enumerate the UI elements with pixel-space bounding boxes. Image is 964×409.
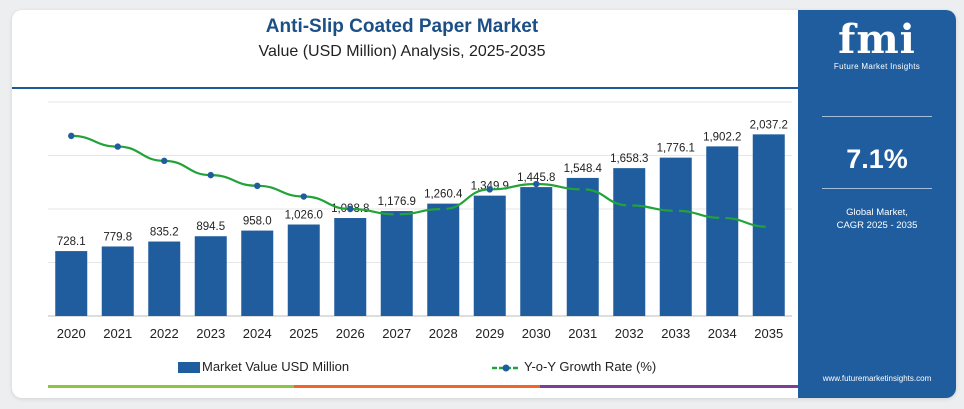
chart-subtitle: Value (USD Million) Analysis, 2025-2035 <box>258 43 546 60</box>
bar-2030 <box>520 187 553 316</box>
accent-bar-orange <box>294 385 540 388</box>
bar-2027 <box>380 211 413 316</box>
bar-2034 <box>706 146 739 316</box>
bar-value-label-2034: 1,902.2 <box>703 131 741 143</box>
bar-value-label-2025: 1,026.0 <box>285 210 323 222</box>
bar-value-label-2022: 835.2 <box>150 227 179 239</box>
bar-value-label-2023: 894.5 <box>196 221 225 233</box>
x-tick-label-2034: 2034 <box>708 326 737 341</box>
cagr-label-line-2: CAGR 2025 - 2035 <box>836 220 918 231</box>
accent-bar-green <box>48 385 294 388</box>
bar-2028 <box>427 203 460 316</box>
growth-point-2022 <box>161 157 168 165</box>
cagr-value: 7.1% <box>846 144 908 174</box>
bar-value-label-2027: 1,176.9 <box>378 196 416 208</box>
side-divider-bottom <box>822 188 932 189</box>
bar-value-label-2024: 958.0 <box>243 216 272 228</box>
logo-wordmark: fmi <box>838 16 916 63</box>
x-tick-label-2025: 2025 <box>289 326 318 341</box>
x-tick-label-2021: 2021 <box>103 326 132 341</box>
bar-2026 <box>334 218 367 316</box>
x-tick-label-2026: 2026 <box>336 326 365 341</box>
growth-point-2029 <box>486 186 493 193</box>
bar-value-label-2031: 1,548.4 <box>564 163 603 175</box>
x-tick-label-2035: 2035 <box>754 326 783 341</box>
growth-point-2033 <box>672 207 679 214</box>
cagr-label: Global Market, CAGR 2025 - 2035 <box>798 206 956 232</box>
bar-value-label-2035: 2,037.2 <box>750 119 788 131</box>
brand-side-panel: fmi Future Market Insights 7.1% Global M… <box>798 10 956 398</box>
bar-value-label-2032: 1,658.3 <box>610 153 648 165</box>
x-tick-label-2032: 2032 <box>615 326 644 341</box>
growth-point-2032 <box>626 202 633 209</box>
bar-value-label-2028: 1,260.4 <box>424 189 463 201</box>
website-url: www.futuremarketinsights.com <box>822 374 932 383</box>
x-tick-label-2024: 2024 <box>243 326 272 341</box>
x-tick-label-2020: 2020 <box>57 326 86 341</box>
growth-point-2031 <box>579 186 586 193</box>
growth-point-2034 <box>719 214 726 222</box>
growth-point-2023 <box>207 171 214 179</box>
growth-point-2020 <box>68 132 75 140</box>
chart-title: Anti-Slip Coated Paper Market <box>265 16 539 37</box>
chart-plot: 728.1 2020 779.8 2021 835.2 2022 894.5 2023 958.… <box>48 101 792 341</box>
chart-card: Anti-Slip Coated Paper Market Value (USD… <box>12 10 956 398</box>
growth-point-2026 <box>347 205 354 213</box>
growth-rate-line <box>71 134 769 228</box>
x-tick-label-2023: 2023 <box>196 326 225 341</box>
logo-subtitle: Future Market Insights <box>833 62 921 71</box>
x-tick-label-2022: 2022 <box>150 326 179 341</box>
growth-point-2021 <box>114 143 121 150</box>
growth-point-2024 <box>254 182 261 190</box>
x-tick-label-2033: 2033 <box>661 326 690 341</box>
legend-line-swatch <box>492 364 520 372</box>
fmi-logo: fmi Future Market Insights <box>798 16 956 72</box>
bar-value-label-2020: 728.1 <box>57 236 86 248</box>
legend-label-market-value: Market Value USD Million <box>202 359 350 374</box>
growth-point-2028 <box>440 205 447 213</box>
bar-value-label-2030: 1,445.8 <box>517 172 555 184</box>
growth-point-2027 <box>393 211 400 218</box>
bar-2024 <box>241 230 274 316</box>
growth-point-2035 <box>765 223 772 231</box>
bar-2022 <box>148 241 181 316</box>
bar-2021 <box>101 246 134 316</box>
title-divider <box>12 87 804 89</box>
growth-point-2025 <box>300 193 307 200</box>
bar-2032 <box>613 168 646 316</box>
bar-2031 <box>566 177 599 316</box>
accent-bar-purple <box>540 385 798 388</box>
x-tick-label-2029: 2029 <box>475 326 504 341</box>
bar-value-label-2021: 779.8 <box>103 231 132 243</box>
bar-value-label-2033: 1,776.1 <box>657 143 695 155</box>
side-divider-top <box>822 116 932 117</box>
legend-label-growth-rate: Y-o-Y Growth Rate (%) <box>524 359 657 374</box>
bar-2029 <box>473 195 506 316</box>
legend-bar-swatch <box>178 362 200 373</box>
bar-2020 <box>55 251 88 316</box>
growth-point-2030 <box>533 180 540 188</box>
x-tick-label-2031: 2031 <box>568 326 597 341</box>
bar-2025 <box>287 224 320 316</box>
x-tick-label-2027: 2027 <box>382 326 411 341</box>
x-tick-label-2030: 2030 <box>522 326 551 341</box>
bar-2023 <box>194 236 227 316</box>
bar-2033 <box>659 157 692 316</box>
cagr-label-line-1: Global Market, <box>846 207 908 218</box>
x-tick-label-2028: 2028 <box>429 326 458 341</box>
